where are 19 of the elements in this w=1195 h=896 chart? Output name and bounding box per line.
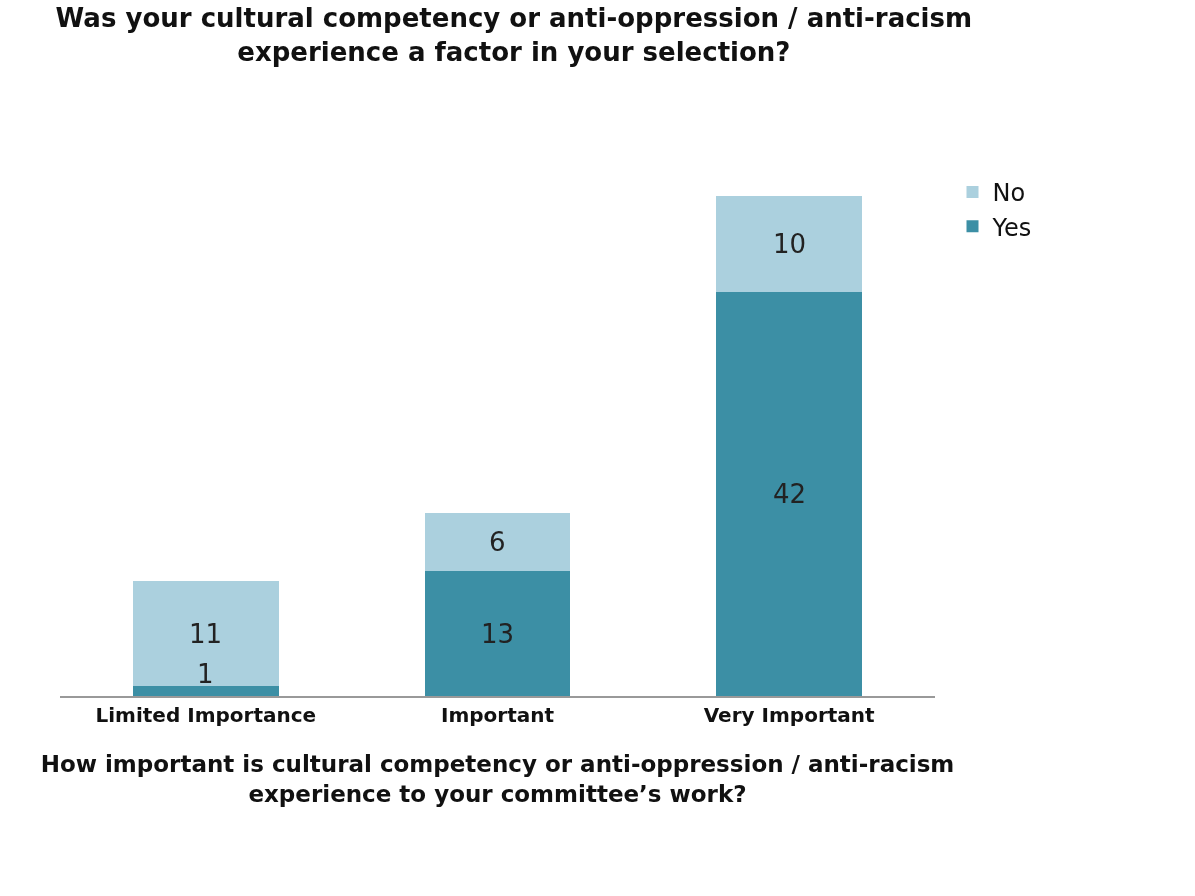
data-label: 11 (189, 619, 223, 649)
bar (424, 513, 571, 572)
x-tick-label: Very Important (703, 703, 876, 727)
bar (132, 686, 279, 696)
bar (716, 196, 863, 293)
legend-label: Yes (991, 213, 1032, 242)
x-tick-label: Important (440, 703, 555, 727)
data-label: 6 (489, 527, 506, 557)
chart-title: Was your cultural competency or anti-oppression / anti-racism experience a factor in your selection? (55, 2, 973, 67)
x-axis-title: How important is cultural competency or anti-oppression / anti-racism experience to your committee’s work? (40, 751, 955, 807)
legend-label: No (992, 179, 1026, 208)
x-tick-label: Limited Importance (95, 703, 317, 727)
bar (132, 580, 279, 687)
bar (716, 292, 863, 696)
data-label: 42 (773, 479, 807, 509)
data-label: 10 (773, 229, 807, 259)
data-label: 1 (197, 659, 214, 689)
data-label: 13 (481, 619, 515, 649)
bar (424, 571, 571, 696)
